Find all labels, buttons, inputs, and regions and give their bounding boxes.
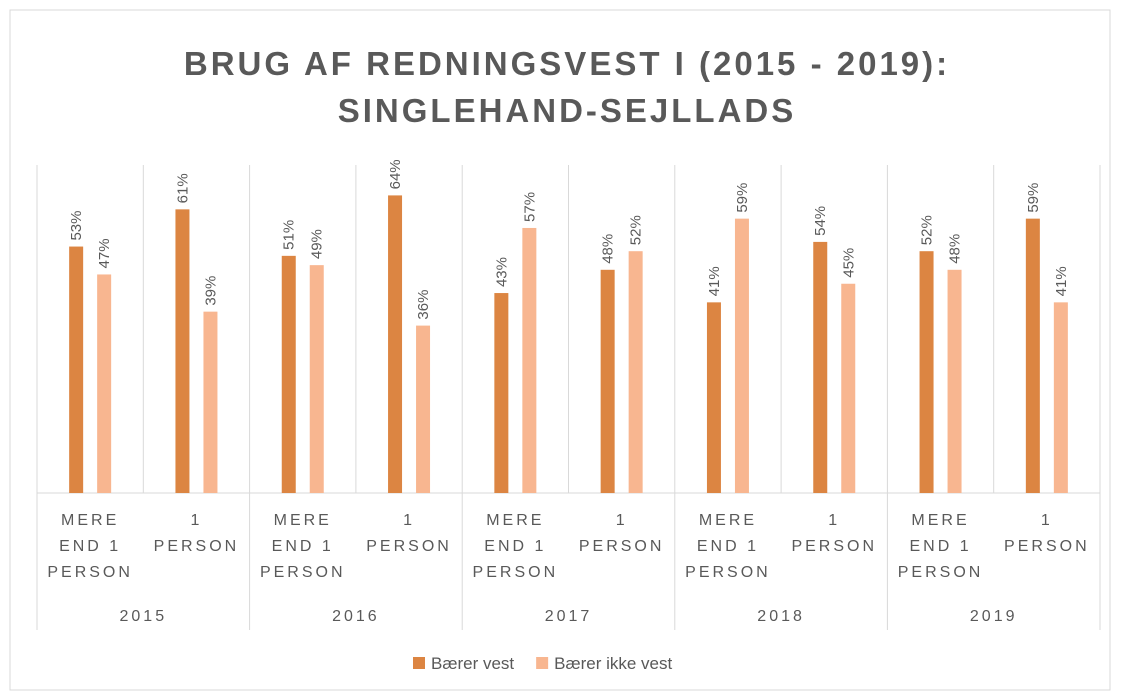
bar (600, 269, 615, 493)
value-label: 52% (919, 215, 936, 245)
value-label: 49% (309, 229, 326, 259)
value-label: 59% (734, 183, 751, 213)
x-tick-label: 1 PERSON (366, 512, 452, 555)
bar (388, 195, 403, 493)
group-label: 2015 (120, 608, 168, 625)
bar (841, 283, 856, 493)
legend-swatch (413, 657, 425, 669)
value-label: 54% (812, 206, 829, 236)
group-label: 2016 (332, 608, 380, 625)
chart-subtitle: SINGLEHAND-SEJLLADS (338, 92, 797, 129)
value-label: 48% (947, 234, 964, 264)
bar (1025, 218, 1040, 493)
value-label: 64% (387, 159, 404, 189)
bar (919, 251, 934, 493)
group-label: 2019 (970, 608, 1018, 625)
value-label: 41% (706, 266, 723, 296)
bar (947, 269, 962, 493)
x-tick-label: MERE END 1 PERSON (685, 512, 771, 581)
value-label: 57% (521, 192, 538, 222)
chart-title: BRUG AF REDNINGSVEST I (2015 - 2019): (184, 45, 950, 82)
value-label: 52% (628, 215, 645, 245)
value-label: 53% (68, 211, 85, 241)
bar (416, 325, 431, 493)
x-tick-label: 1 PERSON (791, 512, 878, 555)
group-label: 2018 (757, 608, 805, 625)
group-label: 2017 (545, 608, 593, 625)
bar (494, 293, 509, 493)
legend-label: Bærer ikke vest (554, 654, 672, 673)
x-tick-label: 1 PERSON (578, 512, 665, 555)
bar (628, 251, 643, 493)
value-label: 45% (840, 248, 857, 278)
bar (706, 302, 721, 493)
x-tick-label: MERE END 1 PERSON (47, 512, 133, 581)
x-tick-label: MERE END 1 PERSON (897, 512, 984, 581)
bar (69, 246, 84, 493)
bar (281, 255, 296, 493)
bar (522, 227, 537, 493)
value-label: 51% (281, 220, 298, 250)
value-label: 47% (96, 238, 113, 268)
bar (175, 209, 190, 493)
bar (203, 311, 218, 493)
x-tick-label: 1 PERSON (1004, 512, 1090, 555)
value-label: 39% (202, 276, 219, 306)
bar (1053, 302, 1068, 493)
bar (734, 218, 749, 493)
value-label: 43% (493, 257, 510, 287)
value-label: 48% (600, 234, 617, 264)
value-label: 61% (174, 173, 191, 203)
bar (813, 241, 828, 493)
value-label: 36% (415, 290, 432, 320)
x-tick-label: 1 PERSON (153, 512, 240, 555)
bar (309, 265, 324, 493)
value-label: 41% (1053, 266, 1070, 296)
x-tick-label: MERE END 1 PERSON (259, 512, 346, 581)
x-tick-label: MERE END 1 PERSON (472, 512, 559, 581)
legend-label: Bærer vest (431, 654, 514, 673)
bar (97, 274, 112, 493)
value-label: 59% (1025, 183, 1042, 213)
legend-swatch (536, 657, 549, 669)
